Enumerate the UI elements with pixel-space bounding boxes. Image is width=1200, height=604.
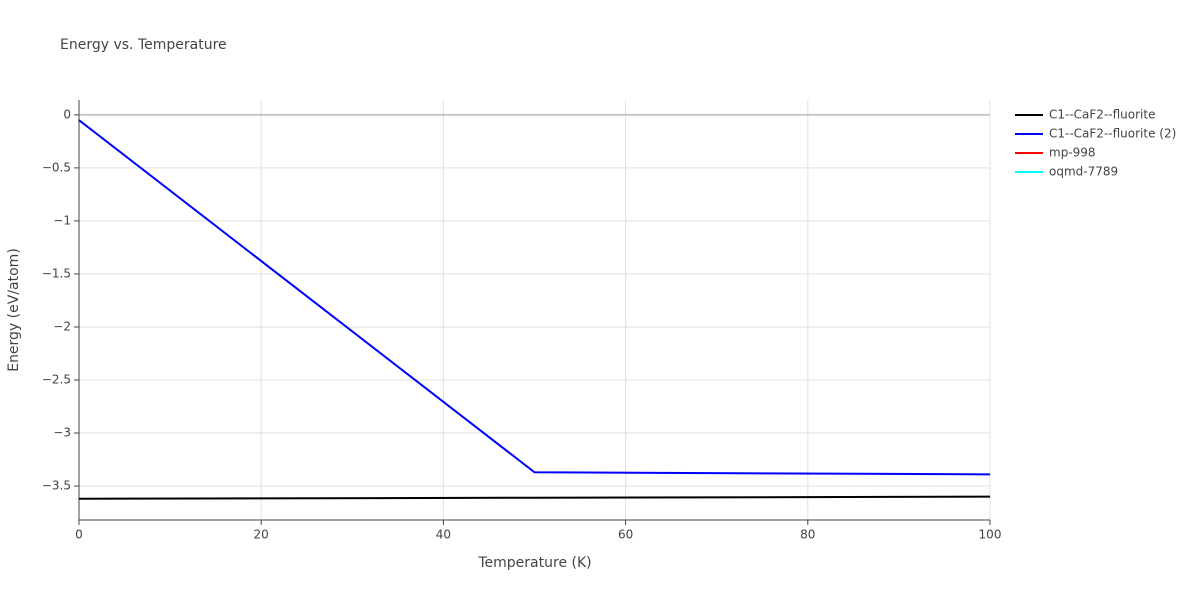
y-tick-label: 0: [63, 107, 71, 121]
y-tick-label: −2: [53, 319, 71, 333]
y-tick-label: −3.5: [42, 479, 71, 493]
data-line: [78, 119, 991, 476]
y-tick-label: −2.5: [42, 373, 71, 387]
legend-label: C1--CaF2--fluorite: [1049, 108, 1155, 122]
x-tick-label: 60: [618, 528, 633, 542]
legend-label: oqmd-7789: [1049, 165, 1118, 179]
y-tick-label: −1.5: [42, 266, 71, 280]
x-tick-label: 20: [254, 528, 269, 542]
x-tick-label: 80: [800, 528, 815, 542]
x-tick-label: 100: [979, 528, 1002, 542]
legend-label: C1--CaF2--fluorite (2): [1049, 127, 1176, 141]
y-axis-label: Energy (eV/atom): [6, 248, 22, 372]
y-tick-label: −1: [53, 213, 71, 227]
chart-title: Energy vs. Temperature: [60, 37, 227, 53]
y-tick-label: −0.5: [42, 160, 71, 174]
x-axis-label: Temperature (K): [477, 555, 591, 571]
data-line: [78, 495, 991, 500]
x-tick-label: 0: [75, 528, 83, 542]
legend-label: mp-998: [1049, 146, 1096, 160]
x-tick-label: 40: [436, 528, 451, 542]
y-tick-label: −3: [53, 426, 71, 440]
